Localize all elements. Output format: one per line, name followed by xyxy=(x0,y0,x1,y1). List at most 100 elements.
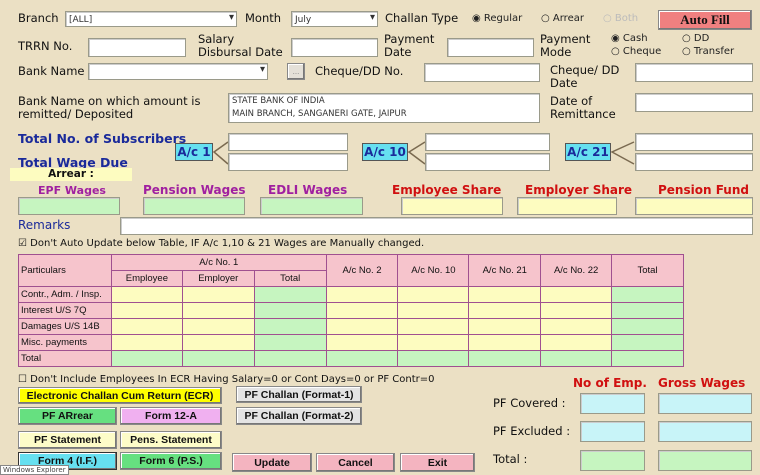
table-cell[interactable] xyxy=(110,350,183,367)
total-emp-input[interactable] xyxy=(580,450,645,471)
radio-arrear[interactable]: Arrear xyxy=(541,13,584,24)
auto-fill-button[interactable]: Auto Fill xyxy=(658,10,752,30)
trrn-input[interactable] xyxy=(88,38,186,57)
table-cell[interactable] xyxy=(397,318,470,335)
exit-button[interactable]: Exit xyxy=(400,453,475,472)
remarks-input[interactable] xyxy=(120,217,753,235)
table-cell[interactable] xyxy=(325,350,399,367)
table-cell[interactable] xyxy=(110,318,183,335)
table-cell[interactable] xyxy=(468,350,542,367)
ac10-wage-input[interactable] xyxy=(425,153,550,171)
table-cell[interactable] xyxy=(611,302,684,319)
ac21-wage-input[interactable] xyxy=(635,153,753,171)
total-label: Total : xyxy=(493,452,528,466)
epf-wages-input[interactable] xyxy=(18,197,120,215)
ecr-button[interactable]: Electronic Challan Cum Return (ECR) xyxy=(18,387,222,404)
table-cell[interactable] xyxy=(110,302,183,319)
ac21-subscribers-input[interactable] xyxy=(635,133,753,151)
pf-arrear-button[interactable]: PF ARrear xyxy=(18,407,117,425)
table-cell[interactable] xyxy=(540,350,613,367)
radio-transfer[interactable]: Transfer xyxy=(682,46,734,57)
table-cell[interactable] xyxy=(253,318,327,335)
table-cell[interactable] xyxy=(181,334,255,351)
table-cell[interactable] xyxy=(110,286,183,303)
table-cell[interactable] xyxy=(325,318,399,335)
form-6-button[interactable]: Form 6 (P.S.) xyxy=(120,452,222,470)
table-cell[interactable] xyxy=(110,334,183,351)
pf-excluded-emp-input[interactable] xyxy=(580,421,645,442)
cheque-no-input[interactable] xyxy=(424,63,540,82)
radio-regular[interactable]: Regular xyxy=(472,13,522,24)
auto-update-checkbox[interactable]: ☑ Don't Auto Update below Table, IF A/c … xyxy=(18,238,425,249)
cheque-date-input[interactable] xyxy=(635,63,753,82)
employee-share-label: Employee Share xyxy=(392,183,502,197)
pf-covered-emp-input[interactable] xyxy=(580,393,645,414)
employee-share-input[interactable] xyxy=(401,197,503,215)
update-button[interactable]: Update xyxy=(232,453,312,472)
table-cell[interactable] xyxy=(468,286,542,303)
pension-wages-input[interactable] xyxy=(143,197,245,215)
table-cell[interactable] xyxy=(540,318,613,335)
pens-statement-button[interactable]: Pens. Statement xyxy=(120,431,222,449)
ecr-checkbox[interactable]: ☐ Don't Include Employees In ECR Having … xyxy=(18,374,435,385)
radio-dd[interactable]: DD xyxy=(682,33,709,44)
table-cell[interactable] xyxy=(468,302,542,319)
table-cell[interactable] xyxy=(253,302,327,319)
col-header: Total xyxy=(611,254,684,287)
table-cell[interactable] xyxy=(181,318,255,335)
salary-date-input[interactable] xyxy=(291,38,378,57)
table-cell[interactable] xyxy=(468,334,542,351)
table-cell[interactable] xyxy=(325,286,399,303)
table-row: Contr., Adm. / Insp. xyxy=(18,286,684,303)
cancel-button[interactable]: Cancel xyxy=(316,453,395,472)
ac10-badge: A/c 10 xyxy=(362,143,408,161)
table-cell[interactable] xyxy=(181,286,255,303)
form-12a-button[interactable]: Form 12-A xyxy=(120,407,222,425)
payment-date-input[interactable] xyxy=(447,38,534,57)
ac1-subscribers-input[interactable] xyxy=(228,133,348,151)
table-cell[interactable] xyxy=(540,286,613,303)
table-cell[interactable] xyxy=(181,350,255,367)
table-cell[interactable] xyxy=(325,334,399,351)
pf-challan-format2-button[interactable]: PF Challan (Format-2) xyxy=(236,407,362,425)
table-cell[interactable] xyxy=(253,350,327,367)
table-cell[interactable] xyxy=(253,334,327,351)
month-select[interactable]: July xyxy=(291,11,378,27)
pf-statement-button[interactable]: PF Statement xyxy=(18,431,117,449)
table-cell[interactable] xyxy=(611,334,684,351)
radio-cash[interactable]: Cash xyxy=(611,33,648,44)
remit-date-input[interactable] xyxy=(635,93,753,112)
table-cell[interactable] xyxy=(540,334,613,351)
edli-wages-input[interactable] xyxy=(260,197,363,215)
table-cell[interactable] xyxy=(611,318,684,335)
pension-fund-input[interactable] xyxy=(635,197,753,215)
table-cell[interactable] xyxy=(611,350,684,367)
pf-covered-wages-input[interactable] xyxy=(658,393,752,414)
bank-name-select[interactable] xyxy=(88,63,268,80)
remit-bank-textarea[interactable]: STATE BANK OF INDIA MAIN BRANCH, SANGANE… xyxy=(228,93,540,123)
browse-button[interactable]: ... xyxy=(287,63,305,80)
table-cell[interactable] xyxy=(253,286,327,303)
ac1-wage-input[interactable] xyxy=(228,153,348,171)
ac10-subscribers-input[interactable] xyxy=(425,133,550,151)
radio-both[interactable]: Both xyxy=(603,13,638,24)
branch-select[interactable]: [ALL] xyxy=(65,11,237,27)
table-row: Total xyxy=(18,350,684,367)
table-cell[interactable] xyxy=(397,350,470,367)
pf-excluded-wages-input[interactable] xyxy=(658,421,752,442)
total-wages-input[interactable] xyxy=(658,450,752,471)
table-cell[interactable] xyxy=(397,286,470,303)
table-cell[interactable] xyxy=(397,334,470,351)
table-row: Misc. payments xyxy=(18,334,684,351)
epf-wages-label: EPF Wages xyxy=(38,184,106,197)
pf-challan-format1-button[interactable]: PF Challan (Format-1) xyxy=(236,386,362,403)
table-cell[interactable] xyxy=(540,302,613,319)
table-cell[interactable] xyxy=(468,318,542,335)
table-cell[interactable] xyxy=(397,302,470,319)
employer-share-input[interactable] xyxy=(517,197,617,215)
radio-cheque[interactable]: Cheque xyxy=(611,46,661,57)
wage-due-label: Total Wage Due xyxy=(18,155,128,170)
table-cell[interactable] xyxy=(181,302,255,319)
table-cell[interactable] xyxy=(325,302,399,319)
table-cell[interactable] xyxy=(611,286,684,303)
